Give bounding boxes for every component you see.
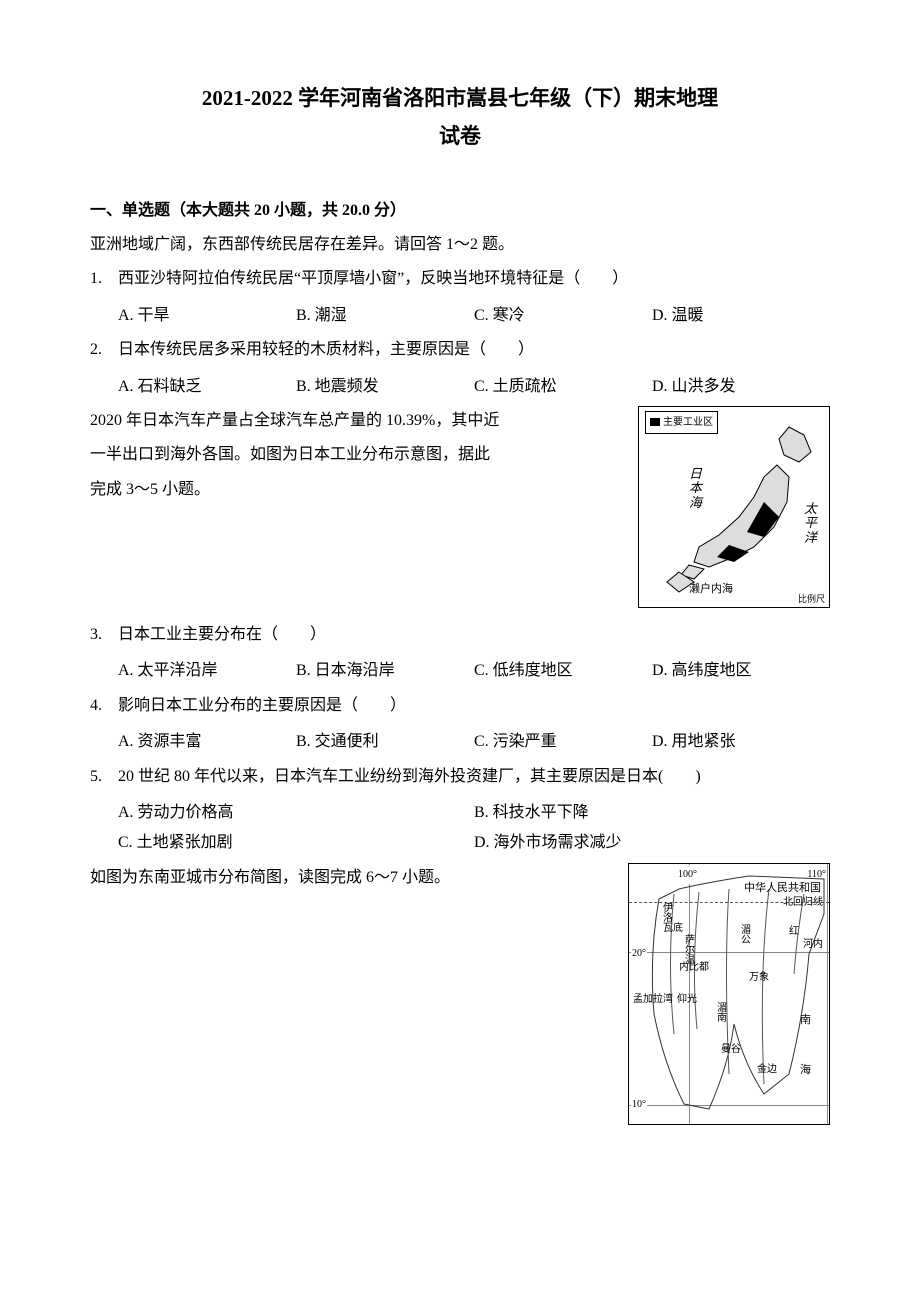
label-tropic: 北回归线 (783, 897, 823, 908)
label-phnom: 金边 (757, 1064, 777, 1075)
q1-opt-a: A. 干旱 (118, 301, 296, 331)
q3-opt-b: B. 日本海沿岸 (296, 656, 474, 686)
label-yangon: 仰光 (677, 994, 697, 1005)
q4-opt-a: A. 资源丰富 (118, 727, 296, 757)
q5-num: 5. (90, 762, 118, 792)
q4-opt-b: B. 交通便利 (296, 727, 474, 757)
label-sea-japan: 日 本 海 (689, 467, 702, 510)
label-scale: 比例尺 (798, 595, 825, 605)
q1-opt-d: D. 温暖 (652, 301, 830, 331)
label-nan: 南 (800, 1014, 811, 1026)
q5-stem: 20 世纪 80 年代以来，日本汽车工业纷纷到海外投资建厂，其主要原因是日本( … (118, 762, 830, 792)
q4-num: 4. (90, 691, 118, 721)
q4-opt-c: C. 污染严重 (474, 727, 652, 757)
q2-num: 2. (90, 335, 118, 365)
japan-outline-icon (639, 407, 829, 607)
label-hong: 红 (789, 926, 799, 937)
q5-opt-d: D. 海外市场需求减少 (474, 828, 830, 858)
label-vientiane: 万象 (749, 972, 769, 983)
q2-opt-b: B. 地震频发 (296, 372, 474, 402)
q1-num: 1. (90, 264, 118, 294)
label-naypyidaw: 内比都 (679, 962, 709, 973)
label-chao: 湄 南 (717, 1004, 727, 1024)
q1-opt-b: B. 潮湿 (296, 301, 474, 331)
q3-opt-d: D. 高纬度地区 (652, 656, 830, 686)
title-line1: 2021-2022 学年河南省洛阳市嵩县七年级（下）期末地理 (90, 80, 830, 118)
section-heading: 一、单选题（本大题共 20 小题，共 20.0 分） (90, 196, 830, 226)
q2-opt-c: C. 土质疏松 (474, 372, 652, 402)
label-hanoi: 河内 (803, 939, 823, 950)
label-china: 中华人民共和国 (744, 882, 821, 894)
q4-opt-d: D. 用地紧张 (652, 727, 830, 757)
q5-opt-a: A. 劳动力价格高 (118, 798, 474, 828)
label-bengal: 孟加拉湾 (633, 994, 673, 1005)
q3-num: 3. (90, 620, 118, 650)
q3-opt-a: A. 太平洋沿岸 (118, 656, 296, 686)
q2-stem: 日本传统民居多采用较轻的木质材料，主要原因是（ ） (118, 335, 830, 365)
q2-opt-d: D. 山洪多发 (652, 372, 830, 402)
q5-opt-c: C. 土地紧张加剧 (118, 828, 474, 858)
q4-stem: 影响日本工业分布的主要原因是（ ） (118, 691, 830, 721)
japan-map: 主要工业区 日 本 海 太 平 洋 濑户内海 比例尺 (638, 406, 830, 608)
label-irrawaddy: 伊 洛 瓦底 (663, 904, 683, 934)
title-line2: 试卷 (90, 118, 830, 156)
label-hai: 海 (800, 1064, 811, 1076)
intro-1: 亚洲地域广阔，东西部传统民居存在差异。请回答 1～2 题。 (90, 230, 830, 260)
q5-opt-b: B. 科技水平下降 (474, 798, 830, 828)
sea-map: 100° 110° 20° 10° 中华人民共和国 北回归线 伊 洛 瓦底 萨 … (628, 863, 830, 1125)
q3-stem: 日本工业主要分布在（ ） (118, 620, 830, 650)
q3-opt-c: C. 低纬度地区 (474, 656, 652, 686)
label-pacific: 太 平 洋 (804, 502, 817, 545)
label-mekong: 湄 公 (741, 926, 751, 946)
q1-stem: 西亚沙特阿拉伯传统民居“平顶厚墙小窗”，反映当地环境特征是（ ） (118, 264, 830, 294)
label-bangkok: 曼谷 (721, 1044, 741, 1055)
q1-opt-c: C. 寒冷 (474, 301, 652, 331)
q2-opt-a: A. 石料缺乏 (118, 372, 296, 402)
label-seto: 濑户内海 (689, 583, 733, 595)
